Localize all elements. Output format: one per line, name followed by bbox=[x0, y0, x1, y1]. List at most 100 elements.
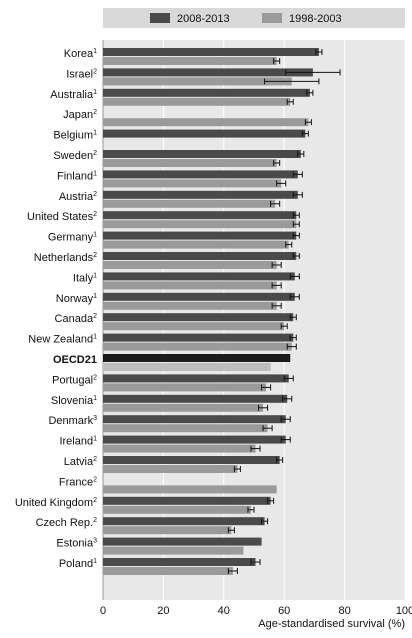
bar-italy-1 bbox=[103, 272, 295, 281]
category-label: Germany1 bbox=[48, 232, 97, 244]
error-bars bbox=[227, 49, 341, 574]
bar-united-kingdom-2 bbox=[103, 505, 251, 514]
category-label: United Kingdom2 bbox=[15, 497, 97, 509]
error-bar-slovenia-2 bbox=[258, 404, 269, 411]
legend-swatch-2 bbox=[262, 13, 282, 23]
bar-poland-2 bbox=[103, 567, 233, 575]
error-bar-latvia-2 bbox=[233, 466, 241, 472]
error-bar-germany-1 bbox=[292, 232, 300, 239]
bar-germany-1 bbox=[103, 231, 297, 240]
error-bar-sweden-1 bbox=[297, 151, 305, 157]
category-label: Australia1 bbox=[50, 89, 97, 101]
category-label: Norway1 bbox=[56, 293, 97, 305]
category-label: Ireland1 bbox=[59, 436, 97, 448]
error-bar-korea-1 bbox=[315, 49, 323, 55]
error-bar-austria-2 bbox=[270, 200, 281, 207]
error-bar-norway-2 bbox=[271, 302, 282, 309]
bar-slovenia-2 bbox=[103, 403, 264, 412]
error-bar-ireland-1 bbox=[280, 436, 291, 443]
bar-united-states-2 bbox=[103, 220, 297, 229]
x-tick-labels: 0 20 40 60 80 100 bbox=[100, 605, 412, 617]
bar-austria-1 bbox=[103, 190, 298, 199]
x-tick-label-20: 20 bbox=[157, 605, 169, 617]
bar-france-2 bbox=[103, 485, 277, 494]
error-bar-czech-rep--2 bbox=[227, 527, 235, 534]
bar-estonia-1 bbox=[103, 537, 262, 546]
bar-united-kingdom-1 bbox=[103, 496, 271, 505]
error-bar-italy-1 bbox=[289, 273, 300, 280]
error-bar-portugal-2 bbox=[261, 384, 272, 391]
bar-israel-1 bbox=[103, 68, 313, 77]
error-bar-korea-2 bbox=[273, 58, 281, 64]
category-label: Italy1 bbox=[73, 272, 97, 284]
legend-label-2: 1998-2003 bbox=[289, 13, 342, 25]
category-label: Austria2 bbox=[59, 191, 97, 203]
category-label: Sweden2 bbox=[53, 150, 97, 162]
bar-austria-2 bbox=[103, 199, 276, 208]
error-bar-latvia-1 bbox=[276, 457, 284, 463]
error-bar-finland-2 bbox=[276, 180, 287, 187]
bar-norway-2 bbox=[103, 301, 277, 310]
bar-canada-1 bbox=[103, 313, 294, 322]
error-bar-israel-1 bbox=[285, 69, 341, 76]
legend-label-1: 2008-2013 bbox=[177, 13, 230, 25]
bar-portugal-1 bbox=[103, 374, 289, 383]
x-tick-label-40: 40 bbox=[218, 605, 230, 617]
error-bar-germany-2 bbox=[285, 241, 293, 248]
error-bar-austria-1 bbox=[292, 191, 303, 198]
error-bar-united-states-2 bbox=[292, 221, 300, 228]
bar-estonia-2 bbox=[103, 546, 244, 555]
bar-sweden-1 bbox=[103, 150, 301, 158]
bar-norway-1 bbox=[103, 292, 295, 301]
error-bar-canada-2 bbox=[280, 323, 288, 330]
bar-japan-2 bbox=[103, 118, 309, 127]
bar-new-zealand-2 bbox=[103, 342, 292, 351]
error-bar-netherlands-2 bbox=[271, 262, 282, 268]
category-label: Netherlands2 bbox=[34, 252, 97, 264]
bar-finland-2 bbox=[103, 179, 282, 188]
error-bar-united-kingdom-2 bbox=[247, 506, 255, 513]
legend: 2008-2013 1998-2003 bbox=[103, 8, 405, 28]
x-tick-label-80: 80 bbox=[338, 605, 350, 617]
error-bar-australia-1 bbox=[306, 89, 314, 96]
bar-new-zealand-1 bbox=[103, 333, 294, 342]
bar-portugal-2 bbox=[103, 383, 267, 392]
error-bar-poland-1 bbox=[250, 559, 261, 565]
x-tick-label-100: 100 bbox=[396, 605, 412, 617]
bar-czech-rep--1 bbox=[103, 517, 265, 526]
error-bar-czech-rep--1 bbox=[261, 518, 269, 525]
bars bbox=[103, 48, 319, 575]
bar-latvia-2 bbox=[103, 465, 238, 473]
bar-oecd21-2 bbox=[103, 363, 271, 371]
category-label: Portugal2 bbox=[52, 374, 97, 386]
bar-italy-2 bbox=[103, 281, 277, 290]
bar-ireland-2 bbox=[103, 444, 256, 453]
bar-germany-2 bbox=[103, 240, 289, 249]
bar-united-states-1 bbox=[103, 211, 297, 220]
error-bar-finland-1 bbox=[292, 171, 303, 178]
x-tick-label-0: 0 bbox=[100, 605, 106, 617]
category-label: Japan2 bbox=[63, 109, 97, 121]
category-label: OECD21 bbox=[53, 354, 97, 366]
category-label: Czech Rep.2 bbox=[36, 517, 97, 529]
error-bar-poland-2 bbox=[227, 568, 238, 574]
category-label: Canada2 bbox=[55, 313, 98, 325]
category-label: Israel2 bbox=[66, 68, 97, 80]
error-bar-sweden-2 bbox=[273, 160, 281, 166]
category-label: Belgium1 bbox=[53, 130, 97, 142]
x-tick-label-60: 60 bbox=[278, 605, 290, 617]
bar-netherlands-2 bbox=[103, 261, 277, 269]
error-bar-norway-1 bbox=[289, 293, 300, 300]
bar-latvia-1 bbox=[103, 456, 280, 464]
bar-finland-1 bbox=[103, 170, 298, 179]
error-bar-denmark-1 bbox=[280, 416, 291, 423]
error-bar-denmark-2 bbox=[262, 425, 273, 432]
category-label: Slovenia1 bbox=[51, 395, 97, 407]
bar-australia-1 bbox=[103, 88, 310, 97]
error-bar-italy-2 bbox=[271, 282, 282, 289]
bar-korea-1 bbox=[103, 48, 319, 56]
error-bar-israel-2 bbox=[264, 78, 320, 85]
bar-slovenia-1 bbox=[103, 394, 288, 403]
